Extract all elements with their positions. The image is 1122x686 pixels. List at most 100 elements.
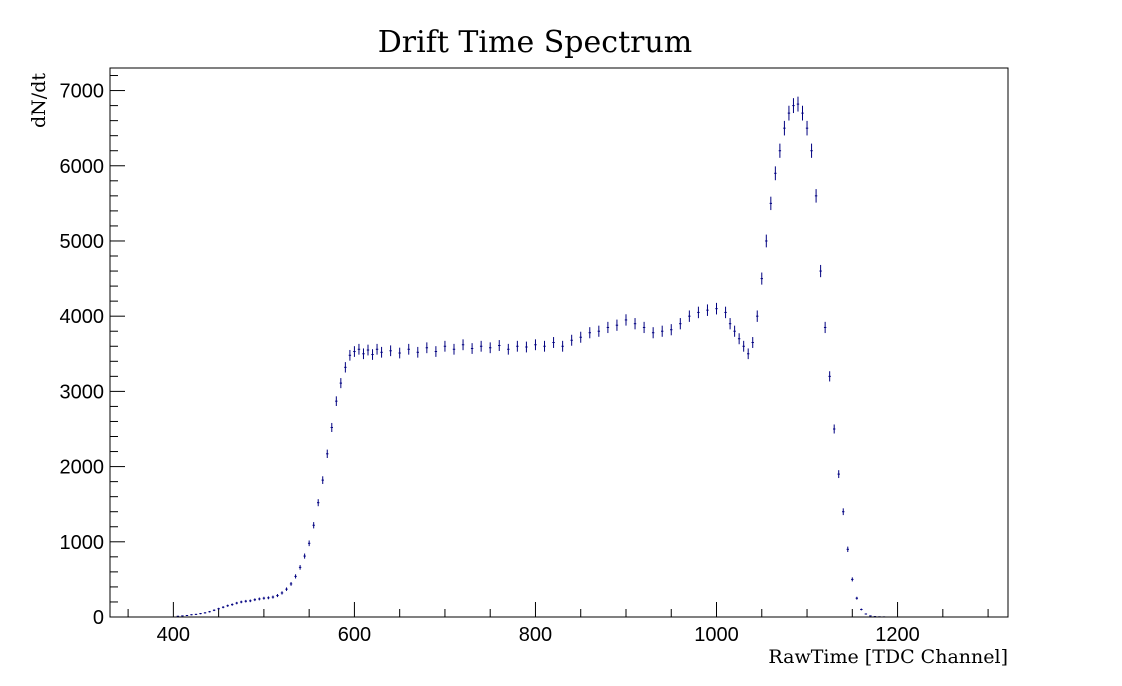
- data-point: [864, 613, 868, 615]
- data-point: [479, 340, 483, 352]
- data-point: [357, 343, 361, 355]
- data-point: [267, 596, 270, 600]
- data-point: [366, 344, 370, 356]
- data-point: [221, 606, 225, 609]
- data-point: [660, 325, 664, 337]
- data-point: [303, 553, 306, 559]
- data-point: [516, 340, 519, 352]
- data-point: [262, 596, 266, 600]
- x-tick-label: 1200: [875, 624, 920, 646]
- data-point: [398, 347, 401, 359]
- data-point: [461, 339, 465, 351]
- data-point: [805, 120, 809, 136]
- data-point: [208, 610, 211, 613]
- data-point: [765, 234, 768, 248]
- data-point: [326, 449, 329, 459]
- data-point: [624, 314, 628, 326]
- data-point: [307, 540, 311, 547]
- data-point: [258, 597, 261, 601]
- data-point: [335, 396, 338, 406]
- data-point: [633, 318, 637, 330]
- data-point: [787, 105, 791, 121]
- data-point: [339, 378, 343, 389]
- chart-title: Drift Time Spectrum: [378, 25, 693, 60]
- data-point: [774, 166, 777, 181]
- data-point: [289, 582, 293, 586]
- data-point: [389, 345, 392, 357]
- x-axis-label: RawTime [TDC Channel]: [768, 646, 1008, 668]
- axis-ticks: [110, 75, 989, 618]
- data-point: [742, 340, 745, 352]
- data-point: [298, 565, 302, 570]
- data-point: [615, 319, 619, 331]
- data-point: [819, 264, 822, 278]
- data-point: [552, 337, 555, 348]
- data-point: [181, 615, 184, 617]
- data-point: [570, 334, 573, 346]
- data-point: [688, 310, 691, 322]
- data-point: [235, 601, 238, 605]
- data-point: [706, 304, 709, 316]
- x-tick-label: 600: [338, 624, 371, 646]
- data-point: [823, 321, 827, 334]
- data-point: [715, 302, 718, 315]
- tick-labels: 400 600 800 1000 1200 0 1000 2000 3000 4000 5000 60…: [60, 81, 920, 646]
- data-point: [679, 318, 682, 330]
- data-point: [846, 546, 849, 553]
- data-point: [249, 599, 252, 603]
- data-point: [792, 98, 795, 114]
- data-points: [176, 96, 886, 618]
- data-point: [280, 591, 284, 595]
- data-point: [728, 318, 732, 330]
- data-point: [380, 346, 383, 358]
- data-point: [783, 120, 786, 136]
- x-tick-label: 1000: [694, 624, 739, 646]
- data-point: [312, 522, 315, 529]
- data-point: [756, 310, 759, 322]
- data-point: [203, 612, 207, 614]
- data-point: [851, 577, 854, 582]
- data-point: [190, 614, 193, 616]
- data-point: [543, 340, 546, 352]
- data-point: [642, 321, 646, 334]
- data-point: [760, 272, 763, 285]
- data-point: [814, 189, 818, 203]
- y-axis-label: dN/dt: [28, 73, 50, 128]
- y-tick-label: 2000: [60, 457, 105, 479]
- data-point: [362, 348, 365, 360]
- data-point: [452, 343, 456, 355]
- data-point: [869, 615, 872, 617]
- data-point: [443, 340, 447, 352]
- y-tick-label: 3000: [60, 381, 105, 403]
- data-point: [231, 603, 234, 606]
- data-point: [375, 343, 379, 355]
- data-point: [579, 331, 582, 343]
- data-point: [769, 196, 773, 211]
- y-tick-label: 6000: [60, 156, 105, 178]
- data-point: [828, 371, 831, 382]
- data-point: [244, 599, 247, 603]
- y-tick-label: 5000: [60, 231, 105, 253]
- data-point: [801, 105, 804, 121]
- data-point: [860, 608, 863, 611]
- plot-frame: [109, 67, 1009, 618]
- data-point: [185, 614, 189, 616]
- data-point: [199, 613, 202, 615]
- data-point: [561, 340, 564, 352]
- data-point: [317, 499, 320, 507]
- data-point: [498, 340, 501, 351]
- data-point: [294, 574, 297, 579]
- data-point: [778, 143, 782, 158]
- data-point: [371, 349, 374, 360]
- data-point: [276, 594, 279, 598]
- data-point: [842, 508, 845, 516]
- data-point: [253, 598, 257, 602]
- data-point: [407, 343, 410, 355]
- data-point: [733, 325, 736, 337]
- data-point: [534, 339, 537, 351]
- x-tick-label: 400: [157, 624, 190, 646]
- data-point: [240, 600, 243, 604]
- data-point: [507, 343, 510, 355]
- data-point: [489, 342, 492, 354]
